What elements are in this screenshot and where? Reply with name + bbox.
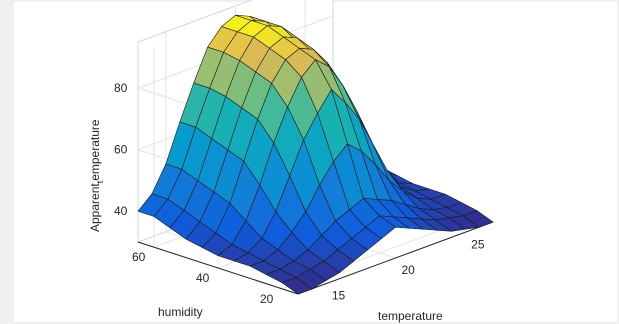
x-axis-line [297,221,494,295]
x-tick-label: 15 [332,289,346,303]
x-axis-label: temperature [378,309,443,323]
x-tick-label: 20 [402,263,416,277]
tick-labels: 15 20 25 20 40 60 40 60 80 [114,81,485,306]
surface-mesh [137,14,494,295]
y-tick-label: 20 [260,292,274,306]
y-tick-label: 60 [132,250,146,264]
z-tick-label: 80 [114,81,128,95]
x-tick-label: 25 [471,237,485,251]
y-axis-line [137,241,299,295]
z-axis-label-rest: emperature [88,119,102,181]
z-tick-label: 40 [114,204,128,218]
surface-patch [462,210,494,228]
y-tick-label: 40 [196,271,210,285]
z-axis-label-sub: t [95,180,105,183]
z-tick-label: 60 [114,143,128,157]
z-axis-label: Apparenttemperature [88,119,105,232]
y-axis-label: humidity [158,305,203,319]
z-axis-label-main: Apparent [88,183,102,232]
